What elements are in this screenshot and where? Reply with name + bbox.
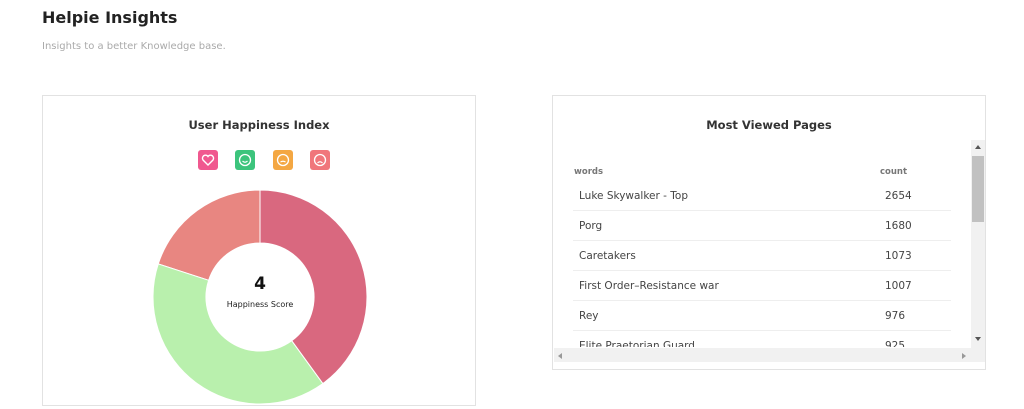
scroll-thumb[interactable] xyxy=(972,156,984,222)
row-count: 1007 xyxy=(885,280,912,292)
donut-segment xyxy=(259,189,368,385)
table: words count Luke Skywalker - Top 2654 Porg 16… xyxy=(573,161,951,347)
center-value: 4 xyxy=(254,274,266,294)
neutral-icon[interactable] xyxy=(273,150,293,170)
row-word: Caretakers xyxy=(579,250,636,262)
page-title: Helpie Insights xyxy=(42,8,178,27)
donut-segment xyxy=(152,263,324,405)
love-icon[interactable] xyxy=(198,150,218,170)
card-title: User Happiness Index xyxy=(188,118,330,132)
table-card: Most Viewed Pages words count Luke Skywalk… xyxy=(552,95,986,370)
happiness-card: User Happiness Index 4 Happiness Score xyxy=(42,95,476,406)
page-subtitle: Insights to a better Knowledge base. xyxy=(42,41,226,52)
card-title: Most Viewed Pages xyxy=(706,118,832,132)
donut-segment xyxy=(157,189,261,281)
table-row: Elite Praetorian Guard 925 xyxy=(573,331,951,347)
table-row: Porg 1680 xyxy=(573,211,951,241)
column-header: words xyxy=(574,167,604,177)
row-word: Luke Skywalker - Top xyxy=(579,190,689,202)
row-count: 1680 xyxy=(885,220,912,232)
table-row: First Order–Resistance war 1007 xyxy=(573,271,951,301)
vertical-scrollbar[interactable] xyxy=(971,140,985,362)
happy-icon[interactable] xyxy=(235,150,255,170)
row-word: Rey xyxy=(579,310,599,322)
column-header: count xyxy=(880,167,908,177)
row-count: 2654 xyxy=(885,190,912,202)
center-label: Happiness Score xyxy=(227,300,294,309)
table-row: Rey 976 xyxy=(573,301,951,331)
table-row: Luke Skywalker - Top 2654 xyxy=(573,181,951,211)
row-count: 1073 xyxy=(885,250,912,262)
row-word: First Order–Resistance war xyxy=(579,280,719,292)
sad-icon[interactable] xyxy=(310,150,330,170)
donut-chart: 4 Happiness Score xyxy=(152,189,368,405)
row-word: Elite Praetorian Guard xyxy=(579,340,695,347)
horizontal-scrollbar[interactable] xyxy=(554,348,971,362)
row-count: 925 xyxy=(885,340,906,347)
row-word: Porg xyxy=(579,220,603,232)
row-count: 976 xyxy=(885,310,906,322)
table-row: Caretakers 1073 xyxy=(573,241,951,271)
